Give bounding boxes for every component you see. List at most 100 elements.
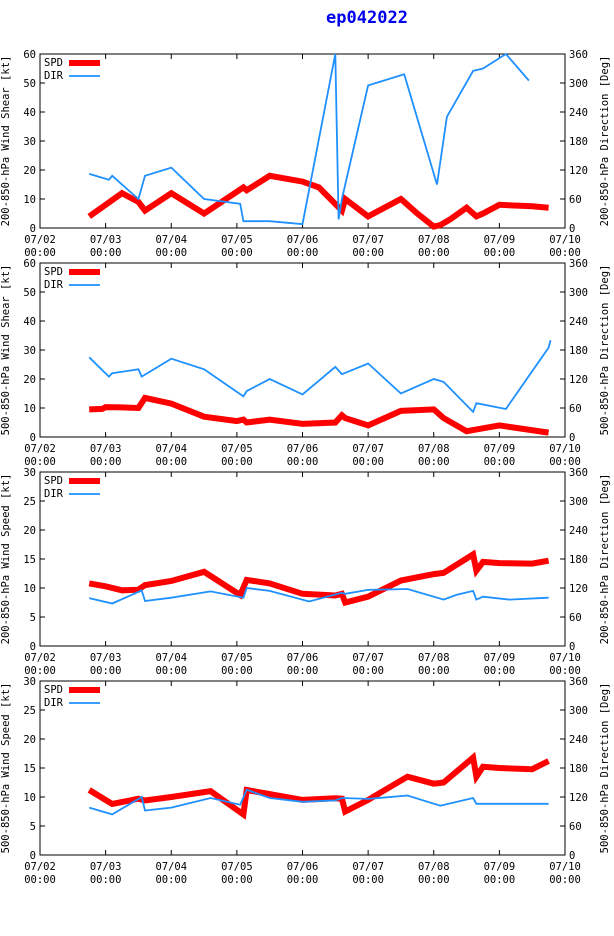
x-tick-date: 07/05 (221, 234, 253, 246)
plot-frame (39, 53, 566, 229)
x-tick-date: 07/03 (90, 652, 122, 664)
x-tick-date: 07/10 (549, 652, 581, 664)
x-tick-date: 07/06 (287, 443, 319, 455)
y-tick-label: 25 (23, 705, 36, 717)
x-tick-time: 00:00 (155, 665, 187, 677)
dir-series-line (88, 788, 549, 816)
plot-frame (39, 262, 566, 438)
y2-axis-label: 200-850-hPa Direction [Deg] (599, 474, 611, 645)
x-tick-time: 00:00 (90, 665, 122, 677)
x-tick-date: 07/02 (24, 443, 56, 455)
y2-tick-label: 0 (569, 432, 575, 444)
y-axis-label: 200-850-hPa Wind Shear [kt] (0, 56, 12, 227)
x-tick-time: 00:00 (221, 665, 253, 677)
y2-tick-label: 120 (569, 374, 588, 386)
y-tick-label: 15 (23, 763, 36, 775)
x-tick-date: 07/04 (155, 443, 187, 455)
x-tick-date: 07/10 (549, 234, 581, 246)
y2-tick-label: 0 (569, 641, 575, 653)
x-tick-date: 07/03 (90, 443, 122, 455)
x-tick-time: 00:00 (221, 456, 253, 468)
x-tick-time: 00:00 (155, 247, 187, 259)
y-tick-label: 0 (30, 850, 36, 862)
y-tick-label: 20 (23, 734, 36, 746)
x-tick-date: 07/06 (287, 652, 319, 664)
y2-tick-label: 300 (569, 496, 588, 508)
y2-tick-label: 0 (569, 850, 575, 862)
x-tick-time: 00:00 (287, 874, 319, 886)
y2-tick-label: 240 (569, 525, 588, 537)
y-tick-label: 30 (23, 467, 36, 479)
chart-panel-4: 05101520253006012018024030036007/0200:00… (0, 676, 611, 886)
y2-tick-label: 60 (569, 612, 582, 624)
x-tick-time: 00:00 (90, 874, 122, 886)
x-tick-time: 00:00 (549, 456, 581, 468)
x-tick-date: 07/08 (418, 234, 450, 246)
y-tick-label: 5 (30, 821, 36, 833)
spd-series-line (87, 172, 549, 230)
y2-tick-label: 360 (569, 258, 588, 270)
x-tick-time: 00:00 (24, 456, 56, 468)
legend-label-dir: DIR (44, 488, 64, 500)
spd-series-line (87, 751, 550, 820)
x-tick-time: 00:00 (287, 247, 319, 259)
x-tick-time: 00:00 (352, 247, 384, 259)
y2-tick-label: 60 (569, 194, 582, 206)
x-tick-time: 00:00 (549, 874, 581, 886)
x-tick-time: 00:00 (418, 247, 450, 259)
y-tick-label: 20 (23, 374, 36, 386)
x-tick-date: 07/09 (484, 443, 516, 455)
x-tick-time: 00:00 (24, 665, 56, 677)
chart-panel-1: 010203040506006012018024030036007/0200:0… (0, 49, 611, 259)
legend-label-spd: SPD (44, 475, 63, 487)
y2-tick-label: 360 (569, 467, 588, 479)
x-tick-date: 07/02 (24, 652, 56, 664)
x-tick-time: 00:00 (418, 665, 450, 677)
x-tick-time: 00:00 (90, 456, 122, 468)
x-tick-date: 07/05 (221, 443, 253, 455)
y2-tick-label: 240 (569, 734, 588, 746)
x-tick-date: 07/07 (352, 443, 384, 455)
y2-tick-label: 120 (569, 583, 588, 595)
x-tick-time: 00:00 (221, 247, 253, 259)
legend-label-spd: SPD (44, 57, 63, 69)
y-axis-label: 200-850-hPa Wind Speed [kt] (0, 474, 12, 645)
y2-tick-label: 180 (569, 136, 588, 148)
y2-tick-label: 180 (569, 345, 588, 357)
y-tick-label: 60 (23, 49, 36, 61)
legend-label-dir: DIR (44, 697, 64, 709)
x-tick-time: 00:00 (352, 456, 384, 468)
x-tick-time: 00:00 (287, 456, 319, 468)
y2-tick-label: 240 (569, 107, 588, 119)
x-tick-date: 07/08 (418, 861, 450, 873)
x-tick-time: 00:00 (352, 665, 384, 677)
y-tick-label: 0 (30, 432, 36, 444)
y2-tick-label: 60 (569, 821, 582, 833)
x-tick-time: 00:00 (155, 456, 187, 468)
x-tick-time: 00:00 (549, 247, 581, 259)
y-tick-label: 60 (23, 258, 36, 270)
x-tick-time: 00:00 (24, 247, 56, 259)
y-tick-label: 50 (23, 78, 36, 90)
x-tick-date: 07/05 (221, 652, 253, 664)
y2-axis-label: 500-850-hPa Direction [Deg] (599, 265, 611, 436)
y-tick-label: 10 (23, 194, 36, 206)
x-tick-time: 00:00 (24, 874, 56, 886)
y2-tick-label: 0 (569, 223, 575, 235)
y-tick-label: 20 (23, 165, 36, 177)
x-tick-time: 00:00 (549, 665, 581, 677)
x-tick-date: 07/04 (155, 652, 187, 664)
y-tick-label: 25 (23, 496, 36, 508)
y-tick-label: 30 (23, 345, 36, 357)
y2-tick-label: 180 (569, 554, 588, 566)
x-tick-date: 07/03 (90, 234, 122, 246)
chart-title: ep042022 (0, 8, 614, 28)
y-tick-label: 30 (23, 136, 36, 148)
y2-axis-label: 200-850-hPa Direction [Deg] (599, 56, 611, 227)
y-tick-label: 0 (30, 223, 36, 235)
y2-tick-label: 180 (569, 763, 588, 775)
dir-series-line (88, 340, 552, 414)
y-tick-label: 15 (23, 554, 36, 566)
x-tick-date: 07/08 (418, 652, 450, 664)
